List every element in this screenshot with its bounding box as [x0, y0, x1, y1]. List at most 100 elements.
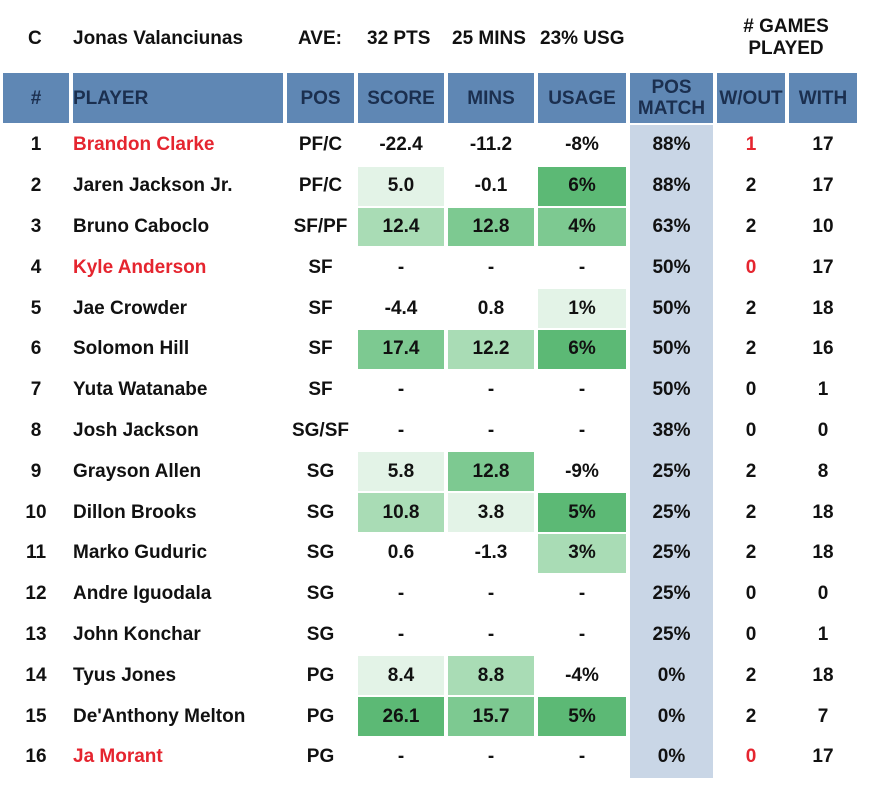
games-with-value: 17	[812, 175, 834, 197]
pos-match-value: 38%	[630, 410, 713, 452]
row-number: 15	[25, 705, 47, 727]
games-without-value: 2	[745, 460, 757, 482]
summary-position: C	[28, 28, 42, 49]
score-value: -	[397, 746, 405, 768]
player-position: SG	[306, 501, 335, 523]
games-with-value: 18	[812, 501, 834, 523]
games-with-value: 1	[817, 379, 829, 401]
games-with-value: 18	[812, 542, 834, 564]
table-row: 12 Andre Iguodala SG - - - 25% 0 0	[0, 573, 872, 615]
pos-match-value: 63%	[630, 206, 713, 248]
mins-value: 12.8	[448, 452, 534, 492]
mins-value: -	[487, 623, 495, 645]
player-position: SG	[306, 542, 335, 564]
player-name: Jaren Jackson Jr.	[73, 175, 233, 197]
score-value: 12.4	[358, 207, 444, 247]
usage-value: -	[578, 583, 586, 605]
player-name: Tyus Jones	[73, 664, 177, 686]
games-with-value: 16	[812, 338, 834, 360]
row-number: 7	[30, 379, 42, 401]
mins-value: 3.8	[448, 493, 534, 532]
mins-value: -	[487, 583, 495, 605]
games-label-line-2: PLAYED	[748, 38, 824, 59]
score-value: 8.4	[358, 656, 444, 696]
pos-match-value: 50%	[630, 288, 713, 329]
mins-value: -1.3	[474, 542, 508, 564]
usage-value: 6%	[538, 330, 626, 369]
table-header: # PLAYER POS SCORE MINS USAGE POS MATCH …	[0, 73, 872, 123]
games-without-value: 1	[745, 134, 757, 156]
header-mins: MINS	[448, 73, 534, 123]
player-position: SF/PF	[293, 215, 348, 237]
table-row: 3 Bruno Caboclo SF/PF 12.4 12.8 4% 63% 2 10	[0, 206, 872, 248]
mins-value: -0.1	[474, 175, 508, 197]
table-row: 4 Kyle Anderson SF - - - 50% 0 17	[0, 247, 872, 289]
table-row: 15 De'Anthony Melton PG 26.1 15.7 5% 0% 2 7	[0, 696, 872, 737]
games-with-value: 17	[812, 134, 834, 156]
player-position: PF/C	[298, 175, 343, 197]
table-row: 10 Dillon Brooks SG 10.8 3.8 5% 25% 2 18	[0, 492, 872, 533]
table-row: 13 John Konchar SG - - - 25% 0 1	[0, 614, 872, 656]
player-name: Yuta Watanabe	[73, 379, 208, 401]
games-without-value: 0	[745, 379, 757, 401]
row-number: 12	[25, 583, 47, 605]
player-position: SF	[308, 338, 333, 360]
usage-value: 4%	[538, 207, 626, 247]
player-position: SF	[308, 379, 333, 401]
mins-value: 0.8	[477, 297, 505, 319]
games-with-value: 18	[812, 297, 834, 319]
player-name: De'Anthony Melton	[73, 705, 246, 727]
score-value: 26.1	[358, 697, 444, 736]
header-without: W/OUT	[717, 73, 785, 123]
pos-match-value: 0%	[630, 737, 713, 778]
player-name: John Konchar	[73, 623, 201, 645]
mins-value: -	[487, 256, 495, 278]
games-with-value: 17	[812, 256, 834, 278]
games-without-value: 0	[745, 583, 757, 605]
games-without-value: 2	[745, 542, 757, 564]
mins-value: 12.8	[448, 207, 534, 247]
row-number: 6	[30, 338, 42, 360]
player-name: Kyle Anderson	[73, 256, 207, 278]
table-row: 6 Solomon Hill SF 17.4 12.2 6% 50% 2 16	[0, 329, 872, 370]
games-without-value: 2	[745, 297, 757, 319]
games-with-value: 8	[817, 460, 829, 482]
table-row: 8 Josh Jackson SG/SF - - - 38% 0 0	[0, 410, 872, 452]
games-with-value: 18	[812, 664, 834, 686]
player-name: Josh Jackson	[73, 419, 199, 441]
games-label-line-1: # GAMES	[743, 16, 829, 37]
table-row: 11 Marko Guduric SG 0.6 -1.3 3% 25% 2 18	[0, 533, 872, 574]
usage-value: -	[578, 623, 586, 645]
header-num: #	[3, 73, 69, 123]
pos-match-value: 88%	[630, 125, 713, 166]
player-position: SF	[308, 297, 333, 319]
usage-value: 5%	[538, 697, 626, 736]
usage-value: -9%	[565, 460, 599, 482]
usage-value: -	[578, 379, 586, 401]
games-without-value: 2	[745, 501, 757, 523]
pos-match-value: 88%	[630, 165, 713, 207]
header-score: SCORE	[358, 73, 444, 123]
table-row: 2 Jaren Jackson Jr. PF/C 5.0 -0.1 6% 88% 2 17	[0, 165, 872, 207]
player-position: PG	[306, 664, 335, 686]
row-number: 1	[30, 134, 42, 156]
usage-value: -	[578, 419, 586, 441]
games-played-label: # GAMES PLAYED	[715, 16, 857, 60]
pos-match-value: 25%	[630, 614, 713, 656]
score-value: -22.4	[379, 134, 423, 156]
pos-match-value: 0%	[630, 655, 713, 697]
player-position: PF/C	[298, 134, 343, 156]
pos-match-value: 50%	[630, 247, 713, 289]
games-without-value: 0	[745, 419, 757, 441]
summary-usg: 23% USG	[540, 28, 625, 49]
games-with-value: 0	[817, 583, 829, 605]
mins-value: -	[487, 746, 495, 768]
player-name: Ja Morant	[73, 746, 163, 768]
player-name: Brandon Clarke	[73, 134, 215, 156]
header-pos: POS	[287, 73, 354, 123]
player-name: Grayson Allen	[73, 460, 202, 482]
summary-mins: 25 MINS	[452, 28, 526, 49]
games-without-value: 2	[745, 705, 757, 727]
usage-value: 1%	[538, 289, 626, 328]
summary-pts: 32 PTS	[367, 28, 431, 49]
